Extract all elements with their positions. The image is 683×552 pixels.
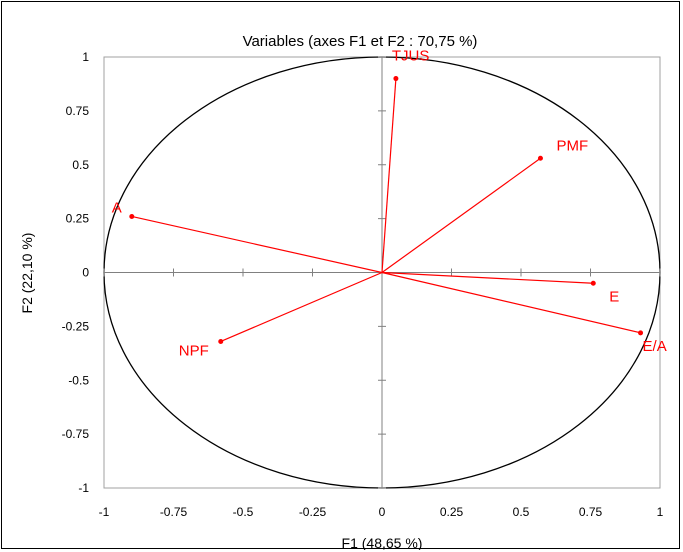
vector-point-tjus (393, 76, 399, 82)
x-tick-label: -0.5 (233, 505, 254, 519)
variable-vectors: TJUS PMF A E E/A NPF (112, 48, 667, 360)
vector-point-e (590, 280, 596, 286)
x-tick-label: 0.5 (513, 505, 530, 519)
variable-label-a: A (112, 199, 122, 216)
vector-a (131, 215, 383, 274)
x-tick-label: 1 (657, 505, 664, 519)
x-axis-title: F1 (48,65 %) (342, 535, 423, 550)
y-axis-title: F2 (22,10 %) (19, 233, 35, 314)
y-tick-label: -1 (78, 481, 89, 495)
vector-e (381, 271, 594, 284)
y-tick-labels: 1 0.75 0.5 0.25 0 -0.25 -0.5 -0.75 -1 (62, 50, 90, 495)
x-tick-label: -0.75 (160, 505, 188, 519)
x-tick-label: 0.25 (440, 505, 464, 519)
vector-point-e-a (638, 330, 644, 336)
vector-point-npf (218, 338, 224, 344)
vector-e-a (381, 271, 641, 334)
y-tick-label: 0.5 (72, 158, 89, 172)
vector-npf (220, 271, 383, 343)
vector-point-pmf (537, 155, 543, 161)
x-tick-label: 0 (379, 505, 386, 519)
variable-label-pmf: PMF (556, 137, 588, 154)
y-tick-label: -0.5 (68, 373, 89, 387)
vector-point-a (129, 213, 135, 219)
variable-label-npf: NPF (179, 342, 209, 359)
y-tick-label: -0.25 (62, 319, 90, 333)
variable-label-tjus: TJUS (392, 48, 430, 65)
variable-label-e-a: E/A (643, 338, 667, 355)
vector-pmf (381, 157, 541, 273)
vector-tjus (381, 78, 397, 273)
x-tick-label: -0.25 (299, 505, 327, 519)
y-tick-label: 0.25 (66, 212, 90, 226)
variable-label-e: E (609, 288, 619, 305)
y-tick-label: 0 (82, 266, 89, 280)
chart-title: Variables (axes F1 et F2 : 70,75 %) (243, 33, 478, 50)
x-tick-label: 0.75 (579, 505, 603, 519)
y-tick-label: 1 (82, 50, 89, 64)
x-tick-labels: -1 -0.75 -0.5 -0.25 0 0.25 0.5 0.75 1 (99, 505, 664, 519)
y-tick-label: -0.75 (62, 427, 90, 441)
y-tick-label: 0.75 (66, 104, 90, 118)
x-tick-label: -1 (99, 505, 110, 519)
